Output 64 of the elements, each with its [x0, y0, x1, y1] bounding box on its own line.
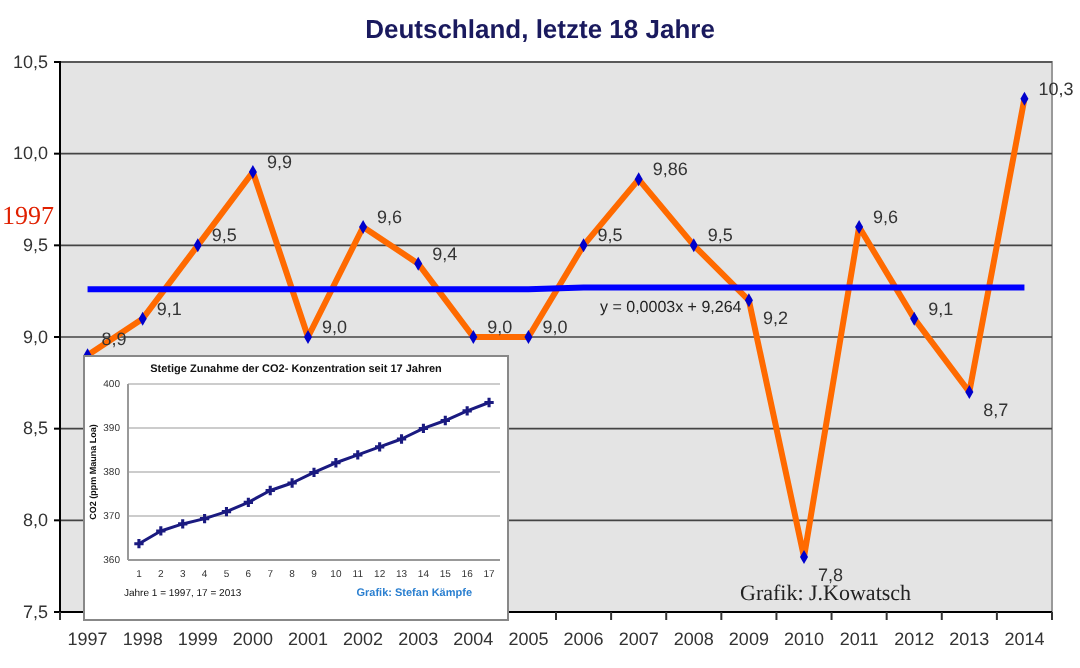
- point: [287, 478, 297, 488]
- x-tick-label: 2013: [949, 628, 990, 649]
- x-tick-label: 2011: [839, 628, 879, 649]
- point: [156, 526, 166, 536]
- point: [353, 450, 363, 460]
- data-label: 9,86: [652, 159, 688, 180]
- x-tick-label: 2005: [508, 628, 549, 649]
- y-tick-label: 9,0: [22, 326, 48, 347]
- y-tick-label: 9,5: [22, 235, 48, 256]
- point: [375, 442, 385, 452]
- data-label: 9,5: [707, 225, 733, 246]
- data-label: 9,5: [597, 225, 623, 246]
- annotation: Grafik: J.Kowatsch: [740, 582, 913, 606]
- x-tick-label: 2004: [453, 628, 494, 649]
- point: [221, 506, 232, 517]
- x-tick-label: 1998: [122, 628, 163, 649]
- x-tick-label: 2007: [618, 628, 659, 649]
- x-tick-label: 2000: [232, 628, 273, 649]
- y-tick-label: 10,0: [12, 143, 48, 164]
- point: [462, 406, 472, 416]
- point: [309, 467, 319, 478]
- point: [484, 397, 494, 408]
- x-tick-label: 2012: [894, 628, 935, 649]
- point: [331, 458, 341, 468]
- y-tick-label: 7,5: [22, 601, 48, 622]
- x-tick-label: 2001: [287, 628, 329, 649]
- data-label: 9,1: [156, 298, 182, 319]
- y-tick-label: 8,5: [22, 418, 48, 439]
- point: [418, 423, 429, 434]
- data-label: 9,0: [322, 317, 348, 337]
- data-label: 9,6: [873, 207, 899, 227]
- x-tick-label: 2006: [563, 628, 604, 649]
- x-tick-label: 2008: [673, 628, 714, 649]
- data-label: 8,9: [101, 329, 127, 350]
- x-tick-label: 1999: [177, 628, 218, 649]
- point: [396, 434, 407, 444]
- x-tick-label: 2003: [398, 628, 439, 649]
- x-tick-label: 1997: [67, 628, 108, 649]
- x-tick-label: 2010: [783, 628, 825, 649]
- data-label: 9,9: [266, 152, 292, 172]
- chart-title: Deutschland, letzte 18 Jahre: [365, 14, 715, 44]
- x-tick-label: 2014: [1004, 628, 1045, 649]
- data-label: 9,6: [377, 207, 403, 227]
- point: [243, 497, 253, 508]
- data-label: 10,3: [1038, 78, 1074, 99]
- x-tick-label: 2002: [343, 628, 384, 649]
- data-label: 9,0: [542, 317, 568, 337]
- data-label: 9,5: [211, 225, 237, 246]
- point: [178, 519, 188, 529]
- x-tick-label: 2009: [728, 628, 769, 649]
- y-tick-label: 10,5: [12, 51, 48, 72]
- text: 1997: [2, 200, 55, 230]
- y-tick-label: 8,0: [22, 510, 48, 531]
- data-label: 7,8: [818, 565, 844, 585]
- data-label: 8,7: [983, 400, 1009, 420]
- annotation: y = 0,0003x + 9,264: [600, 298, 743, 316]
- data-label: 9,4: [432, 243, 458, 264]
- data-label: 9,0: [487, 317, 513, 337]
- data-label: 9,2: [762, 308, 788, 329]
- data-label: 9,1: [928, 298, 954, 319]
- point: [440, 415, 450, 426]
- point: [134, 539, 144, 549]
- point: [265, 485, 275, 496]
- point: [199, 513, 210, 524]
